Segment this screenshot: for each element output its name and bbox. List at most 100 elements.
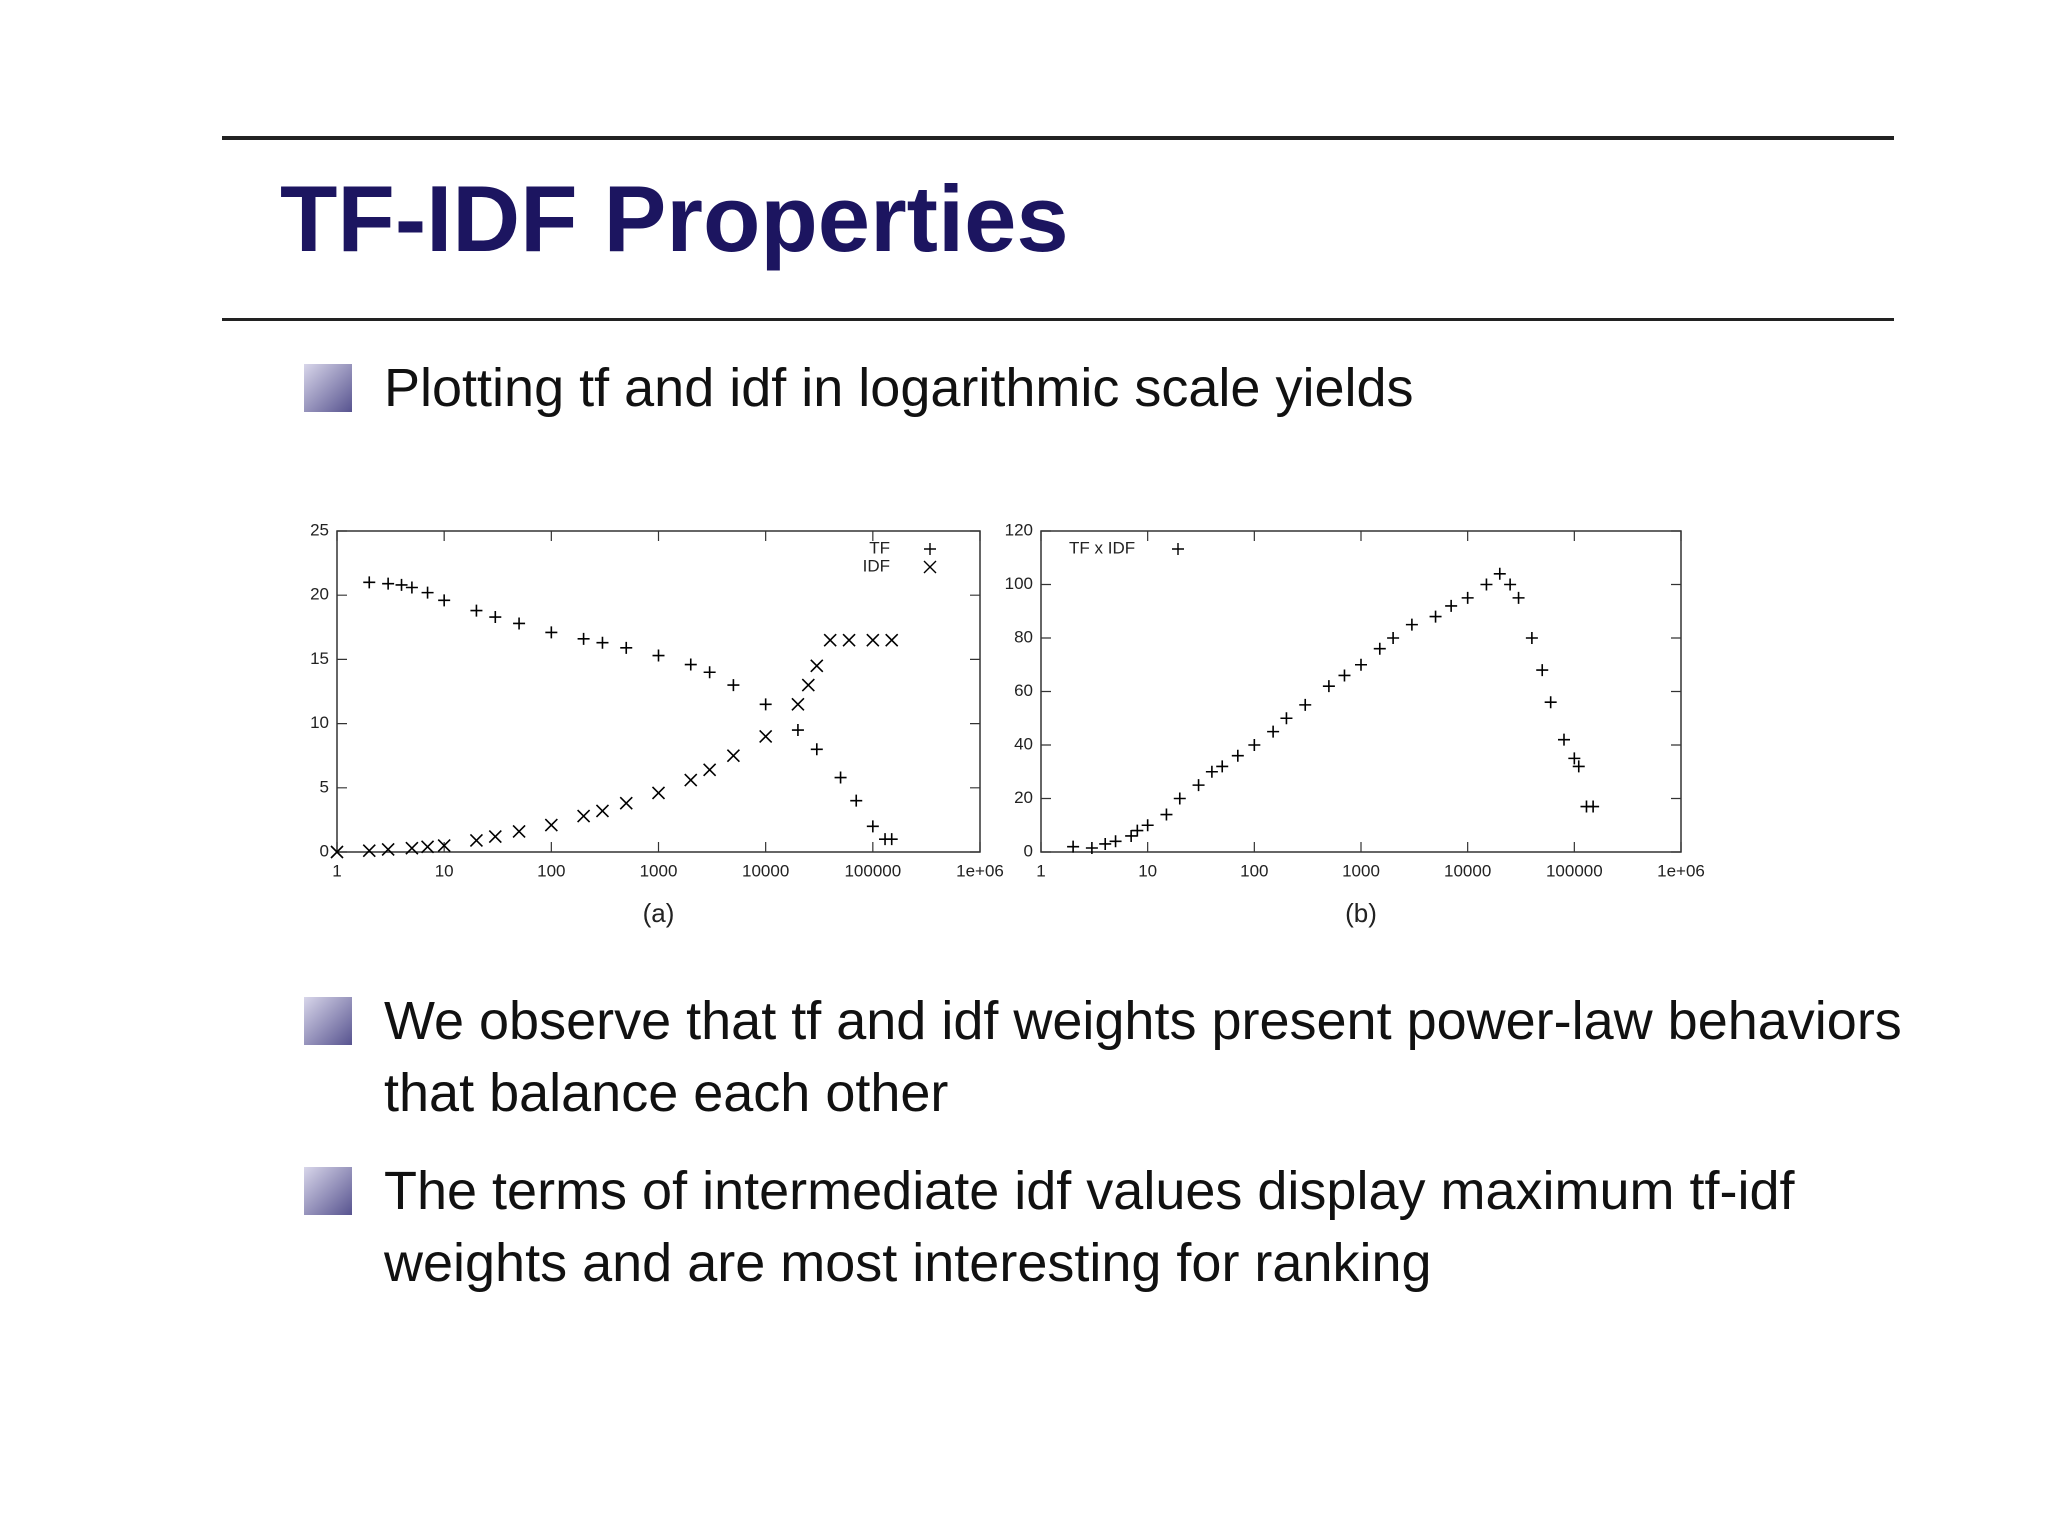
- point: [1160, 808, 1173, 821]
- point: [801, 678, 815, 692]
- point: [866, 820, 879, 833]
- point: [544, 818, 558, 832]
- title-rule: [222, 318, 1894, 321]
- y-tick-label: 120: [1005, 520, 1033, 539]
- point: [421, 840, 435, 854]
- point: [1544, 696, 1557, 709]
- y-tick-label: 10: [310, 713, 329, 732]
- point: [1512, 591, 1525, 604]
- point: [620, 641, 633, 654]
- point: [405, 841, 419, 855]
- point: [1141, 819, 1154, 832]
- point: [885, 633, 899, 647]
- point: [810, 659, 824, 673]
- top-rule: [222, 136, 1894, 140]
- point: [1109, 835, 1122, 848]
- point: [1099, 837, 1112, 850]
- legend-marker: [1172, 543, 1184, 555]
- y-tick-label: 80: [1014, 627, 1033, 646]
- y-tick-label: 15: [310, 649, 329, 668]
- x-tick-label: 100: [1240, 861, 1268, 880]
- point: [1192, 779, 1205, 792]
- x-tick-label: 100: [537, 861, 565, 880]
- point: [703, 763, 717, 777]
- point: [619, 796, 633, 810]
- point: [1558, 733, 1570, 746]
- bullet-icon: [304, 997, 352, 1045]
- legend-label: TF x IDF: [1069, 538, 1135, 557]
- point: [850, 794, 863, 807]
- point: [810, 743, 823, 756]
- y-tick-label: 25: [310, 520, 329, 539]
- point: [1299, 698, 1312, 711]
- y-tick-label: 40: [1014, 734, 1033, 753]
- point: [330, 845, 344, 859]
- point: [545, 626, 558, 639]
- point: [595, 804, 610, 818]
- point: [381, 842, 395, 856]
- legend-marker: [924, 543, 936, 555]
- bullet-text: Plotting tf and idf in logarithmic scale…: [384, 358, 1414, 418]
- point: [512, 824, 526, 839]
- point: [759, 729, 773, 744]
- point: [362, 844, 376, 858]
- bullet-text: We observe that tf and idf weights prese…: [384, 991, 1902, 1123]
- point: [1493, 567, 1506, 580]
- slide-title: TF-IDF Properties: [280, 166, 1069, 271]
- point: [1587, 800, 1600, 813]
- point: [1280, 712, 1293, 725]
- x-tick-label: 1: [1036, 861, 1045, 880]
- point: [577, 809, 591, 823]
- point: [1248, 739, 1261, 751]
- point: [1568, 752, 1581, 765]
- bullet-icon: [304, 1167, 352, 1215]
- point: [727, 679, 740, 692]
- point: [405, 581, 418, 594]
- point: [363, 576, 376, 589]
- y-tick-label: 60: [1014, 681, 1033, 700]
- y-tick-label: 5: [320, 777, 329, 796]
- legend-label: IDF: [863, 556, 890, 575]
- point: [437, 839, 451, 853]
- legend-label: TF: [869, 538, 890, 557]
- point: [513, 617, 526, 630]
- point: [1322, 680, 1335, 693]
- point: [866, 633, 880, 647]
- point: [651, 786, 666, 800]
- point: [577, 632, 590, 645]
- point: [1525, 632, 1538, 644]
- x-tick-label: 10000: [742, 861, 789, 880]
- point: [1267, 725, 1280, 738]
- point: [823, 633, 837, 647]
- point: [684, 658, 697, 671]
- point: [1067, 840, 1080, 853]
- point: [1387, 632, 1400, 644]
- x-tick-label: 1000: [1342, 861, 1380, 880]
- point: [469, 833, 483, 848]
- point: [1405, 618, 1418, 631]
- point: [488, 830, 502, 844]
- point: [759, 698, 772, 711]
- y-tick-label: 0: [320, 841, 329, 860]
- bullet: The terms of intermediate idf values dis…: [304, 1155, 1924, 1299]
- chart-caption: (a): [643, 898, 675, 928]
- y-tick-label: 0: [1024, 841, 1033, 860]
- point: [1536, 664, 1549, 677]
- point: [1338, 669, 1351, 682]
- point: [1216, 760, 1229, 773]
- plot-frame: [336, 530, 981, 853]
- point: [885, 833, 898, 846]
- point: [438, 594, 451, 607]
- point: [395, 578, 408, 591]
- point: [726, 749, 740, 763]
- point: [382, 577, 395, 590]
- point: [489, 611, 502, 624]
- point: [791, 724, 804, 737]
- x-tick-label: 1000: [640, 861, 678, 880]
- plot-frame: [1040, 530, 1682, 853]
- point: [652, 649, 665, 662]
- point: [842, 633, 856, 647]
- legend-marker: [923, 560, 937, 574]
